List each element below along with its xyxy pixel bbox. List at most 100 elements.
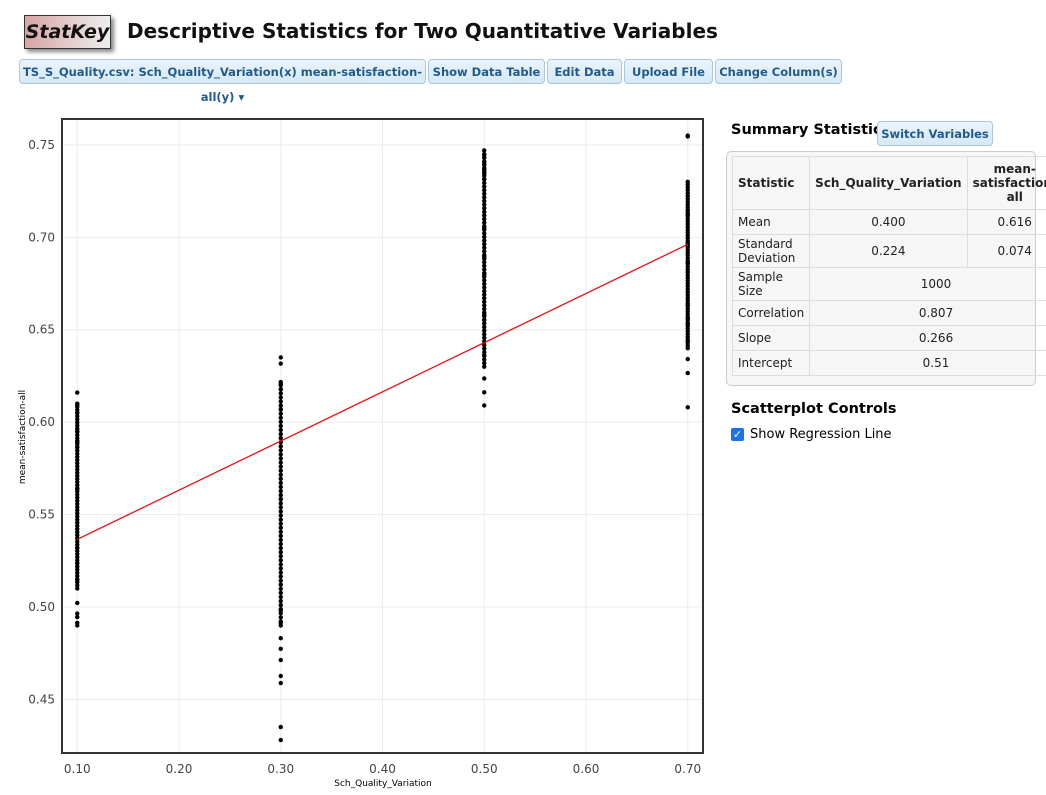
data-point (75, 536, 80, 541)
data-point (482, 245, 487, 250)
data-point (482, 288, 487, 294)
data-point (75, 413, 80, 419)
data-point (278, 435, 283, 441)
data-point (482, 278, 487, 283)
data-point (278, 615, 283, 620)
data-point (482, 184, 487, 189)
dataset-dropdown[interactable]: TS_S_Quality.csv: Sch_Quality_Variation(… (19, 59, 426, 104)
data-point (278, 391, 283, 396)
data-point (278, 673, 283, 679)
cell: 0.224 (809, 234, 968, 268)
data-point (482, 238, 487, 243)
data-point (482, 376, 487, 381)
chevron-down-icon: ▾ (238, 90, 245, 104)
data-point (278, 448, 283, 453)
show-data-table-button[interactable]: Show Data Table (428, 59, 545, 84)
col-header: Statistic (731, 156, 811, 210)
data-point (482, 292, 487, 297)
data-point (278, 549, 283, 555)
data-point (75, 498, 80, 503)
data-point (482, 296, 487, 301)
data-point (75, 542, 80, 547)
data-point (482, 176, 487, 182)
data-point (75, 390, 80, 395)
data-point (75, 432, 80, 438)
table-row: Correlation 0.807 (731, 300, 1046, 326)
data-point (278, 476, 283, 482)
data-point (75, 460, 80, 466)
row-label: Standard Deviation (731, 234, 811, 268)
data-point (75, 614, 80, 620)
data-point (482, 328, 487, 333)
data-point (75, 476, 80, 482)
data-point (278, 517, 283, 522)
data-point (482, 272, 487, 278)
data-point (482, 234, 487, 240)
data-point (75, 454, 80, 460)
data-point (75, 577, 80, 583)
data-point (278, 582, 283, 587)
data-point (482, 216, 487, 222)
data-point (482, 312, 487, 317)
data-point (278, 537, 283, 543)
data-point (75, 517, 80, 522)
table-row: Sample Size 1000 (731, 267, 1046, 301)
data-point (482, 209, 487, 214)
y-axis-label: mean-satisfaction-all (18, 390, 28, 484)
data-point (75, 545, 80, 551)
data-point (75, 539, 80, 544)
data-point (482, 241, 487, 247)
data-point (278, 468, 283, 473)
data-point (75, 410, 80, 415)
data-point (278, 444, 283, 449)
data-point (75, 586, 80, 591)
data-point (75, 529, 80, 535)
data-point (75, 495, 80, 500)
data-point (685, 302, 690, 307)
data-point (75, 523, 80, 529)
data-point (482, 403, 487, 408)
data-point (278, 545, 283, 551)
data-point (75, 561, 80, 566)
data-point (278, 554, 283, 559)
summary-title: Summary Statistics (731, 122, 891, 138)
data-point (482, 285, 487, 290)
table-row: Intercept 0.51 (731, 350, 1046, 376)
data-point (75, 448, 80, 453)
y-tick-label: 0.45 (28, 692, 55, 706)
data-point (75, 520, 80, 525)
data-point (482, 332, 487, 337)
data-point (278, 657, 283, 663)
row-label: Correlation (731, 300, 811, 326)
data-point (278, 586, 283, 592)
y-tick-label: 0.65 (28, 323, 55, 337)
edit-data-button[interactable]: Edit Data (547, 59, 622, 84)
data-point (482, 321, 487, 326)
data-point (278, 387, 283, 392)
data-point (278, 395, 283, 400)
change-columns-button[interactable]: Change Column(s) (715, 59, 842, 84)
x-tick-label: 0.10 (64, 762, 91, 776)
data-point (278, 484, 283, 490)
data-point (75, 457, 80, 463)
scatterplot-controls-title: Scatterplot Controls (731, 401, 897, 417)
data-point (278, 620, 283, 625)
data-point (75, 504, 80, 510)
data-point (482, 213, 487, 218)
data-point (482, 352, 487, 358)
show-regression-label[interactable]: Show Regression Line (750, 427, 892, 442)
data-point (482, 167, 487, 173)
show-regression-checkbox[interactable]: ✓ (731, 428, 744, 441)
data-point (278, 464, 283, 469)
data-point (685, 269, 690, 275)
data-point (482, 191, 487, 196)
x-axis-label: Sch_Quality_Variation (334, 779, 431, 789)
row-label: Slope (731, 325, 811, 351)
data-point (75, 487, 80, 492)
x-tick-label: 0.40 (369, 762, 396, 776)
upload-file-button[interactable]: Upload File (624, 59, 713, 84)
data-point (75, 611, 80, 616)
data-point (75, 444, 80, 450)
switch-variables-button[interactable]: Switch Variables (877, 121, 993, 146)
statkey-logo[interactable]: StatKey (24, 15, 111, 49)
